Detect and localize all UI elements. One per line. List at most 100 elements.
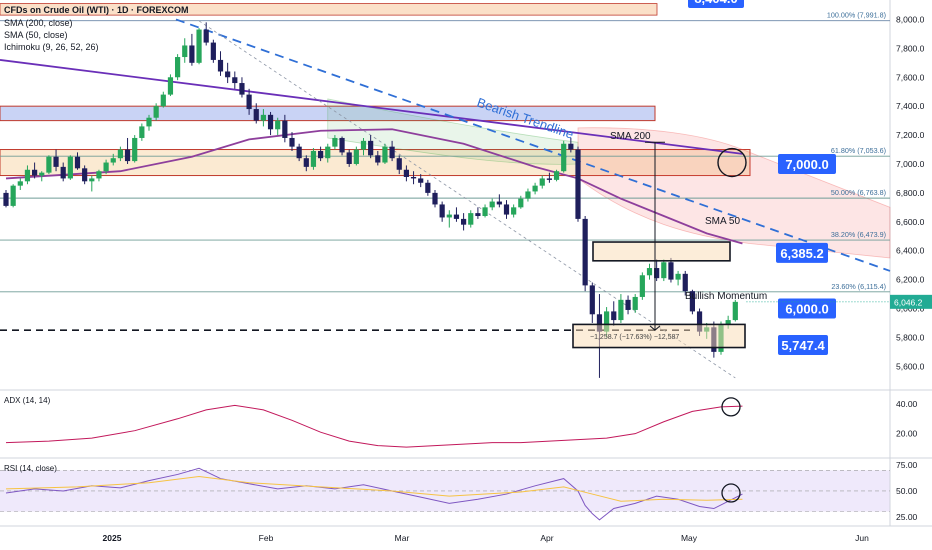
candle-body[interactable] (339, 137, 345, 153)
candle-body[interactable] (646, 268, 653, 276)
candle-body[interactable] (568, 143, 574, 150)
candle-body[interactable] (132, 137, 138, 162)
candle-body[interactable] (253, 109, 259, 121)
candle-body[interactable] (410, 176, 417, 179)
candle-body[interactable] (203, 29, 209, 43)
candles-layer[interactable] (3, 22, 738, 378)
candle-body[interactable] (210, 42, 216, 60)
candle-body[interactable] (446, 214, 452, 218)
candle-body[interactable] (439, 204, 445, 218)
candle-body[interactable] (110, 158, 116, 163)
candle-body[interactable] (318, 150, 324, 159)
candle-body[interactable] (432, 192, 438, 205)
candle-body[interactable] (696, 311, 703, 332)
candle-body[interactable] (124, 149, 131, 162)
candle-body[interactable] (403, 169, 409, 177)
candle-body[interactable] (239, 83, 245, 95)
candle-body[interactable] (217, 59, 224, 72)
candle-body[interactable] (725, 320, 731, 325)
candle-body[interactable] (267, 114, 274, 130)
candle-body[interactable] (103, 162, 109, 172)
candle-body[interactable] (153, 106, 159, 118)
candle-body[interactable] (332, 137, 338, 147)
candle-body[interactable] (67, 156, 73, 179)
candle-body[interactable] (682, 273, 688, 292)
candle-body[interactable] (74, 156, 81, 169)
candle-body[interactable] (496, 201, 502, 205)
candle-body[interactable] (82, 168, 88, 182)
candle-body[interactable] (632, 296, 638, 310)
candle-body[interactable] (189, 45, 195, 63)
candle-body[interactable] (260, 114, 266, 121)
candle-body[interactable] (418, 178, 424, 183)
candle-body[interactable] (96, 171, 102, 179)
candle-body[interactable] (117, 149, 123, 159)
candle-body[interactable] (46, 156, 52, 173)
candle-body[interactable] (611, 311, 617, 321)
candle-body[interactable] (389, 146, 395, 159)
candle-body[interactable] (575, 149, 581, 219)
candle-body[interactable] (296, 146, 302, 159)
candle-body[interactable] (668, 262, 674, 280)
candle-body[interactable] (489, 201, 495, 208)
candle-body[interactable] (225, 71, 231, 78)
candle-body[interactable] (175, 57, 181, 78)
candle-body[interactable] (511, 207, 517, 215)
candle-body[interactable] (518, 198, 524, 208)
candle-body[interactable] (375, 155, 381, 163)
candle-body[interactable] (675, 273, 681, 280)
candle-body[interactable] (468, 213, 474, 225)
candle-body[interactable] (10, 185, 16, 206)
candle-body[interactable] (561, 143, 567, 172)
candle-body[interactable] (625, 299, 631, 310)
candle-body[interactable] (532, 185, 538, 192)
candle-body[interactable] (461, 218, 467, 225)
candle-body[interactable] (246, 94, 252, 110)
candle-body[interactable] (289, 137, 295, 147)
candle-body[interactable] (482, 207, 488, 217)
candle-body[interactable] (661, 262, 667, 279)
candle-body[interactable] (689, 291, 695, 312)
candle-body[interactable] (453, 214, 460, 219)
candle-body[interactable] (525, 191, 531, 199)
candle-body[interactable] (53, 156, 59, 167)
candle-body[interactable] (475, 213, 481, 217)
candle-body[interactable] (303, 158, 309, 167)
candle-body[interactable] (60, 166, 66, 179)
candle-body[interactable] (553, 171, 560, 180)
candle-body[interactable] (310, 150, 317, 167)
candle-body[interactable] (139, 126, 145, 138)
candle-body[interactable] (325, 146, 331, 159)
candle-body[interactable] (654, 268, 660, 279)
candle-body[interactable] (32, 169, 38, 176)
candle-body[interactable] (596, 314, 603, 332)
candle-body[interactable] (582, 218, 588, 286)
candle-body[interactable] (39, 172, 45, 176)
candle-body[interactable] (382, 146, 388, 163)
candle-body[interactable] (346, 152, 352, 164)
candle-body[interactable] (368, 140, 374, 156)
candle-body[interactable] (732, 301, 738, 321)
candle-body[interactable] (589, 285, 595, 315)
candle-body[interactable] (232, 77, 238, 84)
candle-body[interactable] (182, 45, 188, 58)
candle-body[interactable] (3, 192, 9, 206)
candle-body[interactable] (546, 178, 552, 180)
candle-body[interactable] (24, 169, 31, 182)
candle-body[interactable] (396, 158, 402, 170)
candle-body[interactable] (275, 120, 281, 130)
candle-body[interactable] (618, 299, 624, 321)
candle-body[interactable] (89, 178, 95, 182)
candle-body[interactable] (539, 178, 545, 186)
candle-body[interactable] (196, 29, 202, 63)
candle-body[interactable] (639, 275, 645, 297)
candle-body[interactable] (360, 140, 367, 150)
candle-body[interactable] (146, 117, 152, 127)
candle-body[interactable] (353, 149, 359, 164)
candle-body[interactable] (604, 311, 610, 332)
candle-body[interactable] (17, 181, 23, 186)
candle-body[interactable] (282, 120, 288, 138)
candle-body[interactable] (425, 182, 431, 193)
candle-body[interactable] (160, 94, 166, 107)
candle-body[interactable] (167, 77, 174, 95)
